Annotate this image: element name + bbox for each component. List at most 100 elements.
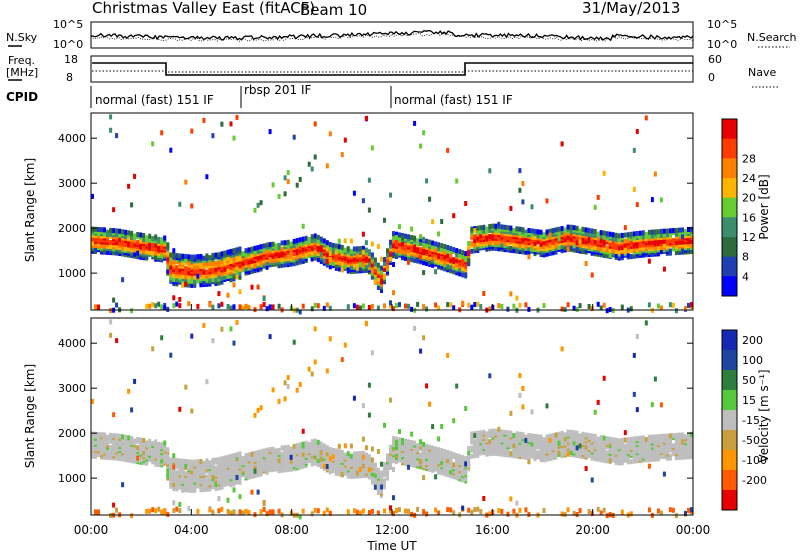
- velocity-cell: [145, 440, 149, 446]
- velocity-cell: [413, 448, 417, 454]
- power-cell: [482, 291, 486, 296]
- velocity-cell: [449, 451, 453, 456]
- power-cell: [401, 235, 404, 241]
- power-cell: [253, 249, 257, 255]
- power-cell: [289, 241, 293, 247]
- power-cell: [464, 201, 468, 206]
- velocity-cell: [229, 510, 233, 516]
- velocity-cell: [608, 436, 612, 442]
- velocity-cell: [578, 508, 582, 514]
- velocity-cell: [518, 373, 522, 379]
- velocity-cell: [503, 429, 507, 435]
- power-cell: [331, 249, 335, 255]
- power-cell: [572, 243, 576, 249]
- velocity-cell: [238, 451, 242, 457]
- velocity-cell: [503, 439, 507, 445]
- velocity-cell: [575, 451, 579, 456]
- velocity-cell: [473, 507, 477, 513]
- power-cell: [292, 238, 296, 244]
- power-cell: [316, 234, 320, 240]
- velocity-cell: [322, 443, 326, 449]
- velocity-cell: [355, 509, 359, 515]
- power-cell: [373, 279, 377, 285]
- velocity-cell: [431, 463, 435, 469]
- colorbar-tick-label: 8: [742, 251, 749, 264]
- power-cell: [650, 197, 654, 203]
- power-cell: [187, 270, 191, 276]
- power-cell: [316, 303, 320, 309]
- velocity-cell: [313, 448, 317, 454]
- power-cell: [407, 248, 410, 254]
- colorbar-tick-label: 20: [742, 192, 756, 205]
- power-cell: [208, 302, 212, 308]
- power-cell: [286, 254, 290, 259]
- power-cell: [337, 238, 341, 244]
- power-cell: [361, 231, 365, 237]
- velocity-cell: [611, 441, 615, 447]
- power-cell: [367, 177, 371, 183]
- power-cell: [425, 306, 429, 312]
- velocity-cell: [455, 453, 459, 459]
- power-cell: [361, 198, 365, 204]
- power-cell: [665, 228, 669, 234]
- velocity-cell: [118, 433, 122, 439]
- power-cell: [178, 296, 182, 302]
- velocity-cell: [626, 437, 630, 443]
- power-cell: [572, 225, 576, 231]
- velocity-cell: [659, 454, 663, 460]
- velocity-cell: [376, 481, 380, 487]
- colorbar-tick-label: 4: [742, 270, 749, 283]
- power-cell: [289, 249, 293, 255]
- power-cell: [452, 305, 456, 311]
- power-cell: [190, 203, 194, 209]
- power-cell: [437, 305, 441, 311]
- velocity-cell: [364, 320, 368, 326]
- power-cell: [563, 231, 567, 237]
- power-cell: [289, 253, 293, 259]
- power-cell: [205, 174, 209, 180]
- power-cell: [446, 147, 450, 153]
- velocity-cell: [563, 432, 567, 438]
- velocity-cell: [518, 431, 522, 437]
- power-cell: [259, 200, 263, 206]
- power-cell: [578, 303, 582, 309]
- power-cell: [395, 234, 398, 240]
- power-cell: [202, 261, 206, 267]
- velocity-cell: [166, 455, 170, 461]
- velocity-cell: [226, 472, 230, 478]
- power-cell: [389, 239, 392, 245]
- power-cell: [97, 227, 100, 232]
- power-cell: [386, 248, 389, 254]
- power-cell: [241, 251, 245, 257]
- velocity-cell: [386, 463, 389, 469]
- power-cell: [271, 182, 275, 188]
- velocity-cell: [154, 508, 158, 514]
- velocity-cell: [259, 449, 263, 455]
- velocity-cell: [355, 470, 359, 476]
- power-cell: [413, 235, 417, 241]
- power-cell: [346, 246, 350, 252]
- power-cell: [467, 241, 471, 246]
- power-cell: [184, 278, 188, 284]
- power-cell: [440, 219, 444, 224]
- velocity-cell: [662, 471, 666, 477]
- power-cell: [455, 258, 459, 264]
- colorbar-swatch: [722, 119, 737, 140]
- power-cell: [690, 226, 693, 232]
- power-cell: [250, 284, 254, 290]
- velocity-cell: [286, 459, 290, 464]
- power-cell: [310, 234, 314, 240]
- velocity-cell: [533, 439, 537, 445]
- power-cell: [283, 240, 287, 246]
- velocity-cell: [277, 398, 281, 404]
- power-cell: [560, 226, 564, 231]
- power-cell: [635, 202, 639, 208]
- power-cell: [283, 191, 287, 197]
- power-cell: [416, 301, 420, 307]
- velocity-cell: [611, 445, 615, 451]
- velocity-cell: [674, 432, 678, 438]
- velocity-cell: [154, 459, 158, 465]
- velocity-cell: [596, 444, 600, 450]
- velocity-cell: [190, 459, 194, 465]
- power-cell: [130, 308, 134, 314]
